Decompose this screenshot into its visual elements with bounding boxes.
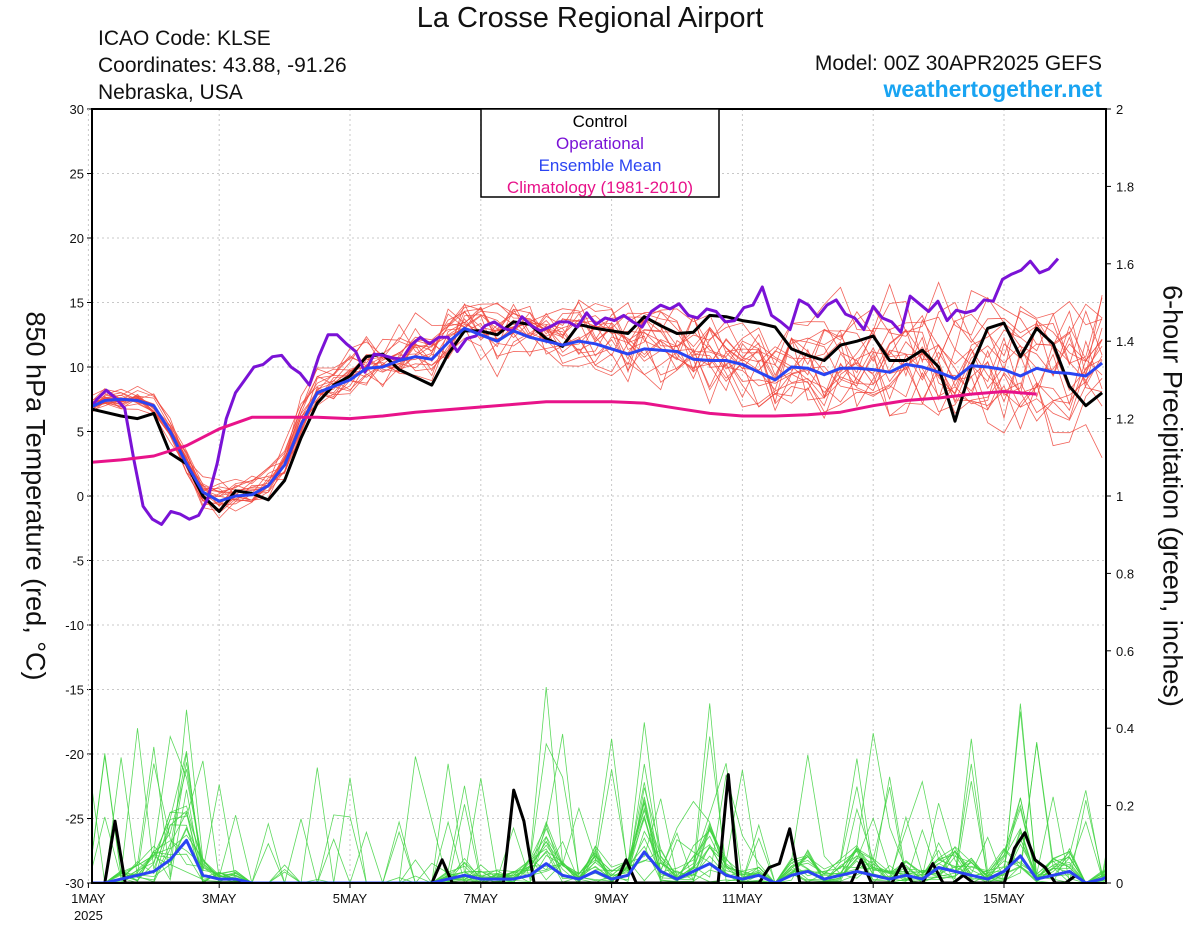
ensemble-member-precip-line — [92, 722, 1106, 883]
y-tick-label: 25 — [70, 167, 84, 182]
y-tick-label: -15 — [65, 683, 84, 698]
x-tick-label: 1MAY — [71, 891, 106, 906]
ensemble-member-temp-line — [92, 297, 1103, 496]
site-link[interactable]: weathertogether.net — [883, 76, 1102, 102]
ensemble-member-temp-line — [92, 310, 1103, 505]
ensemble-mean-temp-line — [92, 326, 1104, 503]
region-label: Nebraska, USA — [98, 81, 243, 104]
y2-tick-label: 0.4 — [1116, 721, 1134, 736]
y2-tick-label: 1 — [1116, 489, 1123, 504]
ensemble-member-precip-line — [92, 711, 1106, 883]
ensemble-member-precip-line — [92, 733, 1106, 883]
y2-tick-label: 1.2 — [1116, 412, 1134, 427]
chart-title: La Crosse Regional Airport — [416, 2, 764, 34]
y-tick-label: -5 — [72, 554, 84, 569]
legend-entry: Ensemble Mean — [539, 156, 662, 175]
ensemble-member-temp-line — [92, 313, 1103, 502]
y-tick-label: 20 — [70, 231, 84, 246]
x-tick-label: 13MAY — [852, 891, 894, 906]
legend-entry: Control — [573, 112, 628, 131]
ensemble-member-precip-line — [92, 743, 1106, 883]
x-tick-label: 11MAY — [722, 891, 763, 906]
y-tick-label: -10 — [65, 618, 84, 633]
legend-box — [480, 108, 720, 198]
y-tick-label: 15 — [70, 296, 84, 311]
x-tick-label: 3MAY — [202, 891, 237, 906]
ensemble-member-temp-line — [92, 332, 1103, 502]
y2-tick-label: 0.2 — [1116, 799, 1134, 814]
y2-tick-label: 0.6 — [1116, 644, 1134, 659]
y2-tick-label: 0.8 — [1116, 566, 1134, 581]
control-precip-line — [92, 773, 1077, 883]
y-tick-label: 10 — [70, 360, 84, 375]
legend-entry: Climatology (1981-2010) — [507, 178, 693, 197]
ensemble-member-temp-line — [92, 301, 1103, 512]
y-tick-label: 5 — [77, 425, 84, 440]
ensemble-member-precip-line — [92, 703, 1106, 883]
y2-tick-label: 0 — [1116, 876, 1123, 891]
legend: Control Operational Ensemble Mean Climatolo… — [480, 108, 720, 198]
y-tick-label: -25 — [65, 812, 84, 827]
plot-area — [92, 257, 1106, 883]
ensemble-member-temp-line — [92, 302, 1103, 507]
ensemble-member-precip-line — [92, 767, 1106, 883]
ensemble-member-temp-line — [92, 295, 1103, 502]
ensemble-member-precip-line — [92, 734, 1106, 883]
y2-tick-label: 1.6 — [1116, 257, 1134, 272]
y-tick-label: -30 — [65, 876, 84, 891]
operational-temp-line — [92, 257, 1060, 526]
climatology-temp-line — [92, 390, 1037, 464]
x-tick-label: 7MAY — [464, 891, 499, 906]
icao-code-label: ICAO Code: KLSE — [98, 27, 271, 50]
y2-tick-label: 1.8 — [1116, 179, 1134, 194]
x-tick-sublabel: 2025 — [74, 908, 103, 923]
ensemble-member-temp-line — [92, 302, 1103, 493]
y-tick-label: 30 — [70, 102, 84, 117]
coordinates-label: Coordinates: 43.88, -91.26 — [98, 54, 347, 77]
model-run-label: Model: 00Z 30APR2025 GEFS — [814, 52, 1102, 75]
ensemble-member-temp-line — [92, 301, 1103, 519]
y-tick-label: -20 — [65, 747, 84, 762]
legend-entry: Operational — [556, 134, 644, 153]
x-tick-label: 5MAY — [333, 891, 368, 906]
y2-tick-label: 1.4 — [1116, 334, 1134, 349]
ensemble-mean-precip-line — [92, 838, 1106, 883]
y-tick-label: 0 — [77, 489, 84, 504]
ensemble-member-temp-line — [92, 315, 1103, 502]
x-tick-label: 15MAY — [983, 891, 1025, 906]
y2-tick-label: 2 — [1116, 102, 1123, 117]
x-tick-label: 9MAY — [594, 891, 629, 906]
